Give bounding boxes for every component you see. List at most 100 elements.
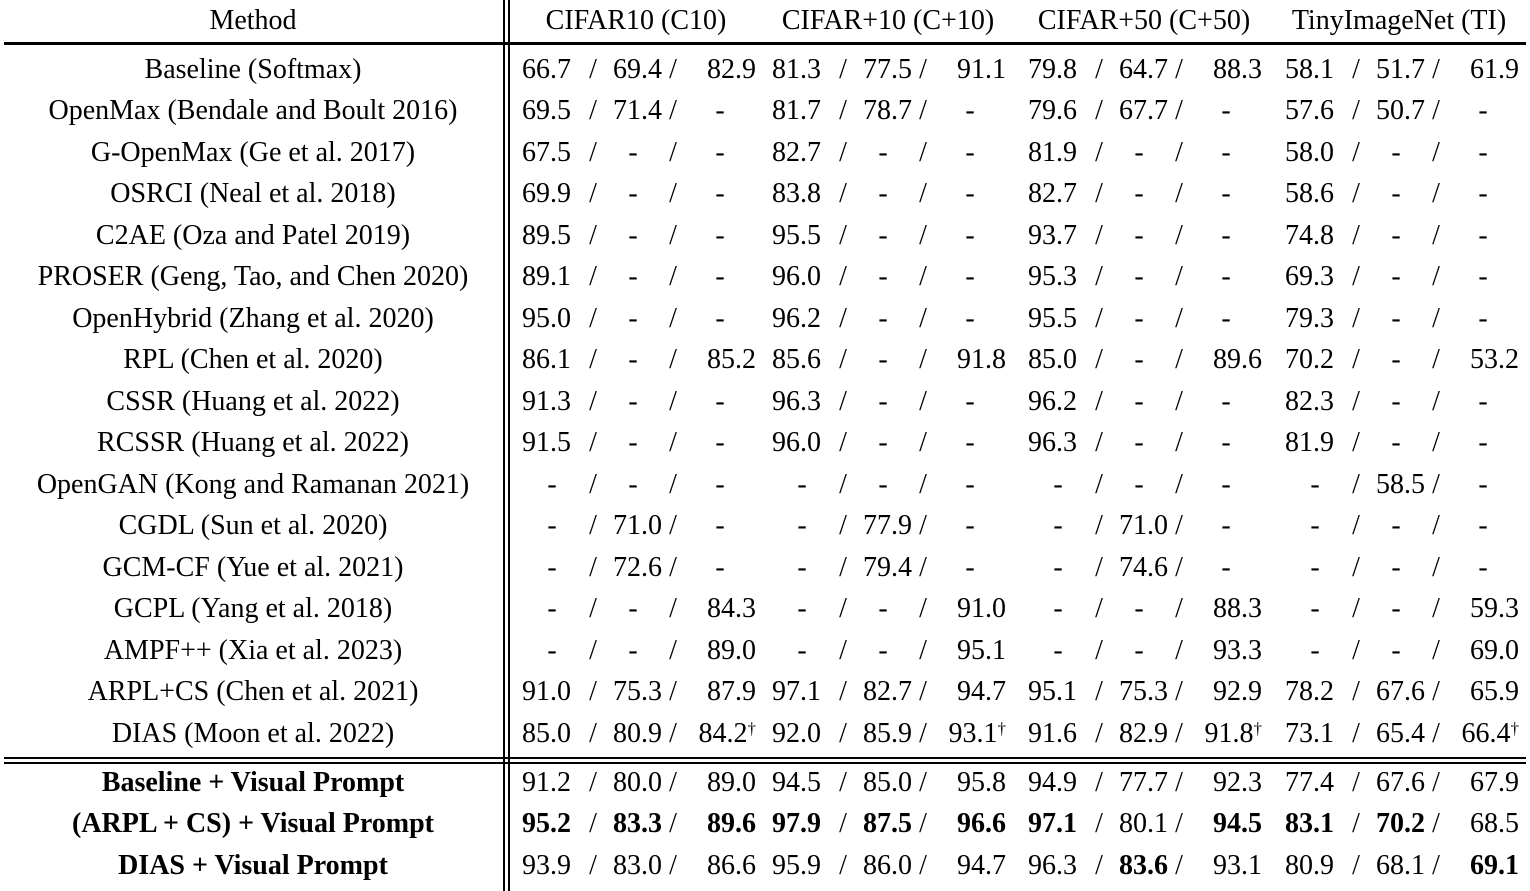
table-row: Baseline (Softmax) 66.7/69.4/82.9 81.3/77.… bbox=[0, 49, 1530, 90]
slash-separator: / bbox=[589, 303, 597, 334]
slash-separator: / bbox=[1352, 552, 1360, 583]
slash-separator: / bbox=[1432, 593, 1440, 624]
slash-separator: / bbox=[589, 386, 597, 417]
result-cell: 81.3/77.5/91.1 bbox=[772, 49, 1006, 90]
metric-value: - bbox=[1391, 220, 1401, 251]
metric-value: - bbox=[1221, 386, 1231, 417]
slash-separator: / bbox=[1432, 54, 1440, 85]
metric-value: - bbox=[1391, 178, 1401, 209]
metric-value: 96.2 bbox=[1028, 386, 1077, 417]
metric-value: 91.6 bbox=[1028, 718, 1077, 749]
slash-separator: / bbox=[839, 552, 847, 583]
metric-value: - bbox=[628, 261, 638, 292]
metric-value: - bbox=[1221, 552, 1231, 583]
metric-value: - bbox=[715, 95, 725, 126]
metric-value: 79.3 bbox=[1285, 303, 1334, 334]
slash-separator: / bbox=[589, 808, 597, 839]
metric-value: 95.1 bbox=[1028, 676, 1077, 707]
metric-value: - bbox=[1221, 303, 1231, 334]
metric-value: 72.6 bbox=[613, 552, 662, 583]
metric-value: 64.7 bbox=[1119, 54, 1168, 85]
result-cell: 96.3/83.6/93.1 bbox=[1028, 845, 1262, 886]
result-cell: 66.7/69.4/82.9 bbox=[522, 49, 756, 90]
metric-value: 87.9 bbox=[707, 676, 756, 707]
result-cell: 74.8/- / - bbox=[1285, 215, 1519, 256]
metric-value: - bbox=[1310, 510, 1320, 541]
result-cell: 79.3/- / - bbox=[1285, 298, 1519, 339]
slash-separator: / bbox=[669, 767, 677, 798]
slash-separator: / bbox=[669, 427, 677, 458]
result-cell: 89.5/- / - bbox=[522, 215, 756, 256]
slash-separator: / bbox=[1175, 95, 1183, 126]
metric-value: - bbox=[965, 510, 975, 541]
result-cell: 96.0/- / - bbox=[772, 256, 1006, 297]
slash-separator: / bbox=[589, 54, 597, 85]
table-row: OpenMax (Bendale and Boult 2016) 69.5/71.… bbox=[0, 90, 1530, 131]
slash-separator: / bbox=[669, 344, 677, 375]
metric-value: - bbox=[1134, 303, 1144, 334]
slash-separator: / bbox=[1095, 593, 1103, 624]
result-cell: 82.7/- / - bbox=[1028, 173, 1262, 214]
result-cell: - / - / - bbox=[772, 464, 1006, 505]
slash-separator: / bbox=[1175, 54, 1183, 85]
result-cell: 79.6/67.7/- bbox=[1028, 90, 1262, 131]
slash-separator: / bbox=[919, 137, 927, 168]
slash-separator: / bbox=[1175, 261, 1183, 292]
metric-value: 82.9 bbox=[1119, 718, 1168, 749]
metric-value: - bbox=[878, 303, 888, 334]
slash-separator: / bbox=[589, 137, 597, 168]
result-cell: - / - / - bbox=[1285, 547, 1519, 588]
metric-value: 71.0 bbox=[1119, 510, 1168, 541]
slash-separator: / bbox=[1352, 220, 1360, 251]
result-cell: - / -/93.3 bbox=[1028, 630, 1262, 671]
slash-separator: / bbox=[919, 510, 927, 541]
metric-value: - bbox=[1478, 137, 1488, 168]
metric-value: 78.2 bbox=[1285, 676, 1334, 707]
result-cell: 79.8/64.7/88.3 bbox=[1028, 49, 1262, 90]
metric-value: - bbox=[1478, 220, 1488, 251]
result-cell: -/71.0/- bbox=[1028, 505, 1262, 546]
slash-separator: / bbox=[1095, 718, 1103, 749]
metric-value: 85.9 bbox=[863, 718, 912, 749]
result-cell: -/72.6/- bbox=[522, 547, 756, 588]
table-row: GCM-CF (Yue et al. 2021) -/72.6/- -/79.4/-… bbox=[0, 547, 1530, 588]
result-cell: 91.6/82.9/91.8† bbox=[1028, 713, 1262, 754]
method-header: Method bbox=[209, 5, 297, 36]
metric-value: - bbox=[628, 635, 638, 666]
result-cell: 91.2/80.0/89.0 bbox=[522, 762, 756, 803]
metric-value: 83.6 bbox=[1119, 850, 1168, 881]
metric-value: - bbox=[628, 344, 638, 375]
slash-separator: / bbox=[1352, 469, 1360, 500]
slash-separator: / bbox=[919, 386, 927, 417]
metric-value: 91.0 bbox=[957, 593, 1006, 624]
metric-value: - bbox=[878, 386, 888, 417]
metric-value: - bbox=[965, 95, 975, 126]
result-cell: 97.1/82.7/94.7 bbox=[772, 671, 1006, 712]
metric-value: - bbox=[1478, 178, 1488, 209]
metric-value: 96.2 bbox=[772, 303, 821, 334]
slash-separator: / bbox=[1432, 718, 1440, 749]
metric-value: 75.3 bbox=[613, 676, 662, 707]
result-cell: 97.9/87.5/96.6 bbox=[772, 803, 1006, 844]
result-cell: 92.0/85.9/93.1† bbox=[772, 713, 1006, 754]
slash-separator: / bbox=[839, 510, 847, 541]
slash-separator: / bbox=[1095, 676, 1103, 707]
slash-separator: / bbox=[839, 54, 847, 85]
metric-value: - bbox=[628, 220, 638, 251]
dataset-header-c10plus: CIFAR+10 (C+10) bbox=[781, 5, 995, 36]
metric-value: 79.8 bbox=[1028, 54, 1077, 85]
column-divider-right bbox=[508, 0, 510, 891]
slash-separator: / bbox=[1352, 54, 1360, 85]
metric-value: 67.9 bbox=[1470, 767, 1519, 798]
metric-value: 91.3 bbox=[522, 386, 571, 417]
metric-value: - bbox=[878, 427, 888, 458]
metric-value: 83.8 bbox=[772, 178, 821, 209]
result-cell: - / -/88.3 bbox=[1028, 588, 1262, 629]
metric-value: 96.3 bbox=[1028, 850, 1077, 881]
slash-separator: / bbox=[1175, 676, 1183, 707]
metric-value: - bbox=[715, 469, 725, 500]
slash-separator: / bbox=[589, 850, 597, 881]
metric-value: - bbox=[715, 137, 725, 168]
metric-value: 91.8 bbox=[957, 344, 1006, 375]
